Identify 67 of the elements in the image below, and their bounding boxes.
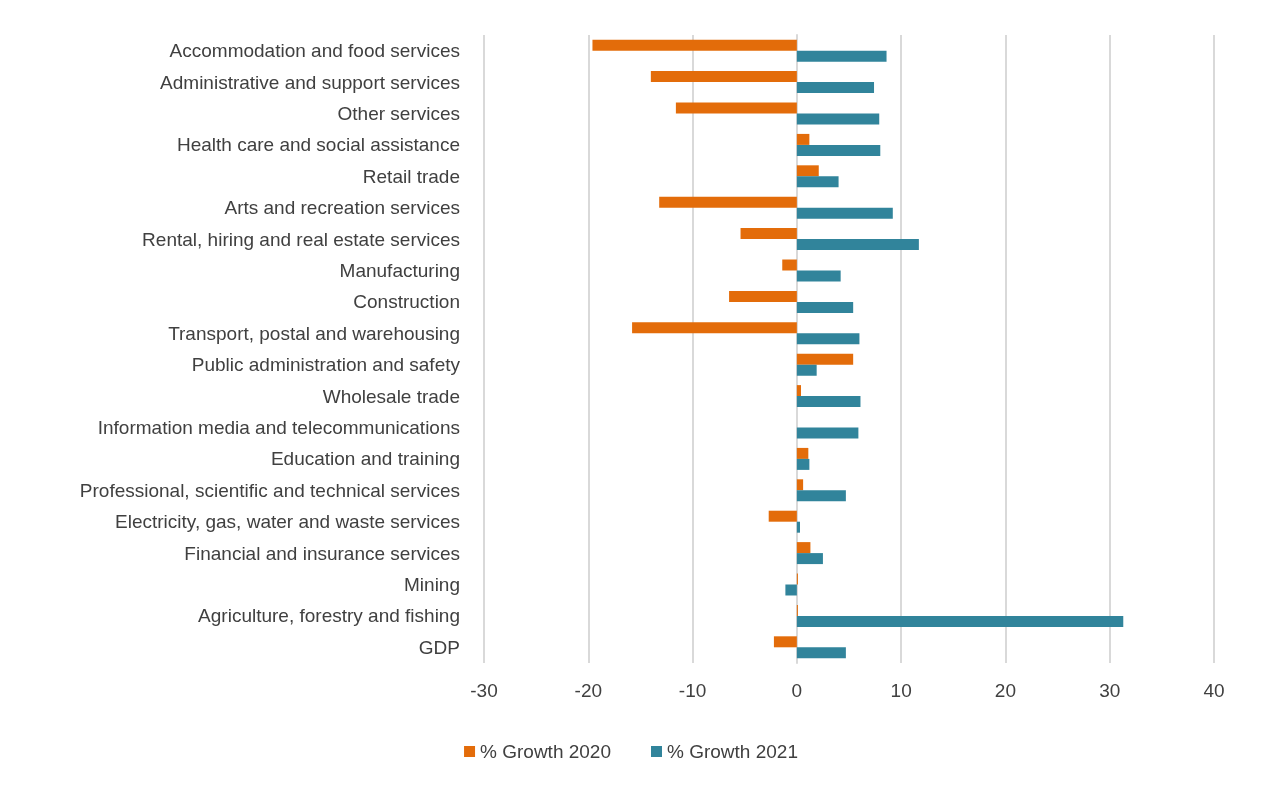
y-tick-label: Electricity, gas, water and waste services: [115, 511, 460, 533]
bar: [796, 176, 839, 188]
bar: [632, 322, 797, 334]
y-tick-label: Public administration and safety: [191, 354, 461, 376]
bar: [796, 301, 854, 313]
bar: [796, 458, 810, 470]
x-tick-label: 0: [791, 680, 803, 701]
bar: [782, 259, 797, 271]
bar: [592, 39, 797, 51]
y-tick-label: Agriculture, forestry and fishing: [198, 605, 460, 627]
bar: [796, 615, 1124, 627]
x-tick-label: 30: [1099, 680, 1121, 701]
x-tick-label: 20: [994, 680, 1016, 701]
y-tick-label: Financial and insurance services: [184, 542, 460, 564]
bar: [796, 270, 841, 282]
y-tick-label: GDP: [418, 636, 460, 658]
bar: [729, 290, 797, 302]
y-tick-label: Other services: [337, 103, 460, 124]
bar: [796, 239, 919, 251]
bar: [796, 396, 861, 408]
bar: [796, 447, 809, 459]
x-tick-label: 10: [890, 680, 912, 701]
bar: [796, 490, 846, 502]
bar: [796, 333, 860, 345]
y-tick-label: Construction: [353, 291, 460, 313]
y-tick-label: Mining: [404, 574, 460, 595]
y-tick-label: Accommodation and food services: [169, 40, 460, 62]
bar: [768, 510, 797, 522]
legend-label: % Growth 2021: [667, 741, 798, 762]
bar: [796, 427, 859, 439]
legend-label: % Growth 2020: [480, 741, 612, 762]
bar: [796, 144, 881, 156]
bar: [796, 479, 804, 491]
bar: [796, 542, 811, 554]
bar: [796, 364, 817, 376]
bar: [796, 521, 800, 533]
x-tick-label: 40: [1203, 680, 1225, 701]
bar: [650, 71, 797, 83]
bar: [796, 353, 854, 365]
bar: [773, 636, 797, 648]
y-tick-label: Administrative and support services: [160, 71, 460, 93]
bar: [675, 102, 797, 114]
y-tick-label: Retail trade: [362, 165, 460, 187]
bar: [796, 82, 875, 94]
x-tick-label: -20: [574, 680, 603, 701]
y-tick-label: Wholesale trade: [322, 385, 460, 407]
y-tick-label: Education and training: [270, 448, 460, 470]
bar: [785, 584, 797, 596]
bar: [796, 385, 802, 397]
y-tick-label: Rental, hiring and real estate services: [142, 228, 460, 250]
bar: [796, 207, 893, 219]
y-tick-label: Transport, postal and warehousing: [168, 322, 460, 344]
bar: [659, 196, 797, 208]
bar: [796, 553, 823, 565]
y-tick-label: Information media and telecommunications: [97, 417, 460, 438]
y-tick-label: Professional, scientific and technical services: [79, 479, 460, 501]
y-tick-label: Arts and recreation services: [224, 197, 460, 219]
bar: [796, 647, 846, 659]
bar: [740, 228, 797, 240]
x-tick-label: -10: [678, 680, 707, 701]
bar: [796, 133, 810, 145]
x-tick-label: -30: [470, 680, 498, 701]
bar: [796, 113, 880, 125]
bar: [796, 50, 887, 62]
y-tick-label: Health care and social assistance: [176, 134, 460, 156]
y-tick-label: Manufacturing: [339, 260, 460, 281]
bar: [796, 165, 819, 177]
